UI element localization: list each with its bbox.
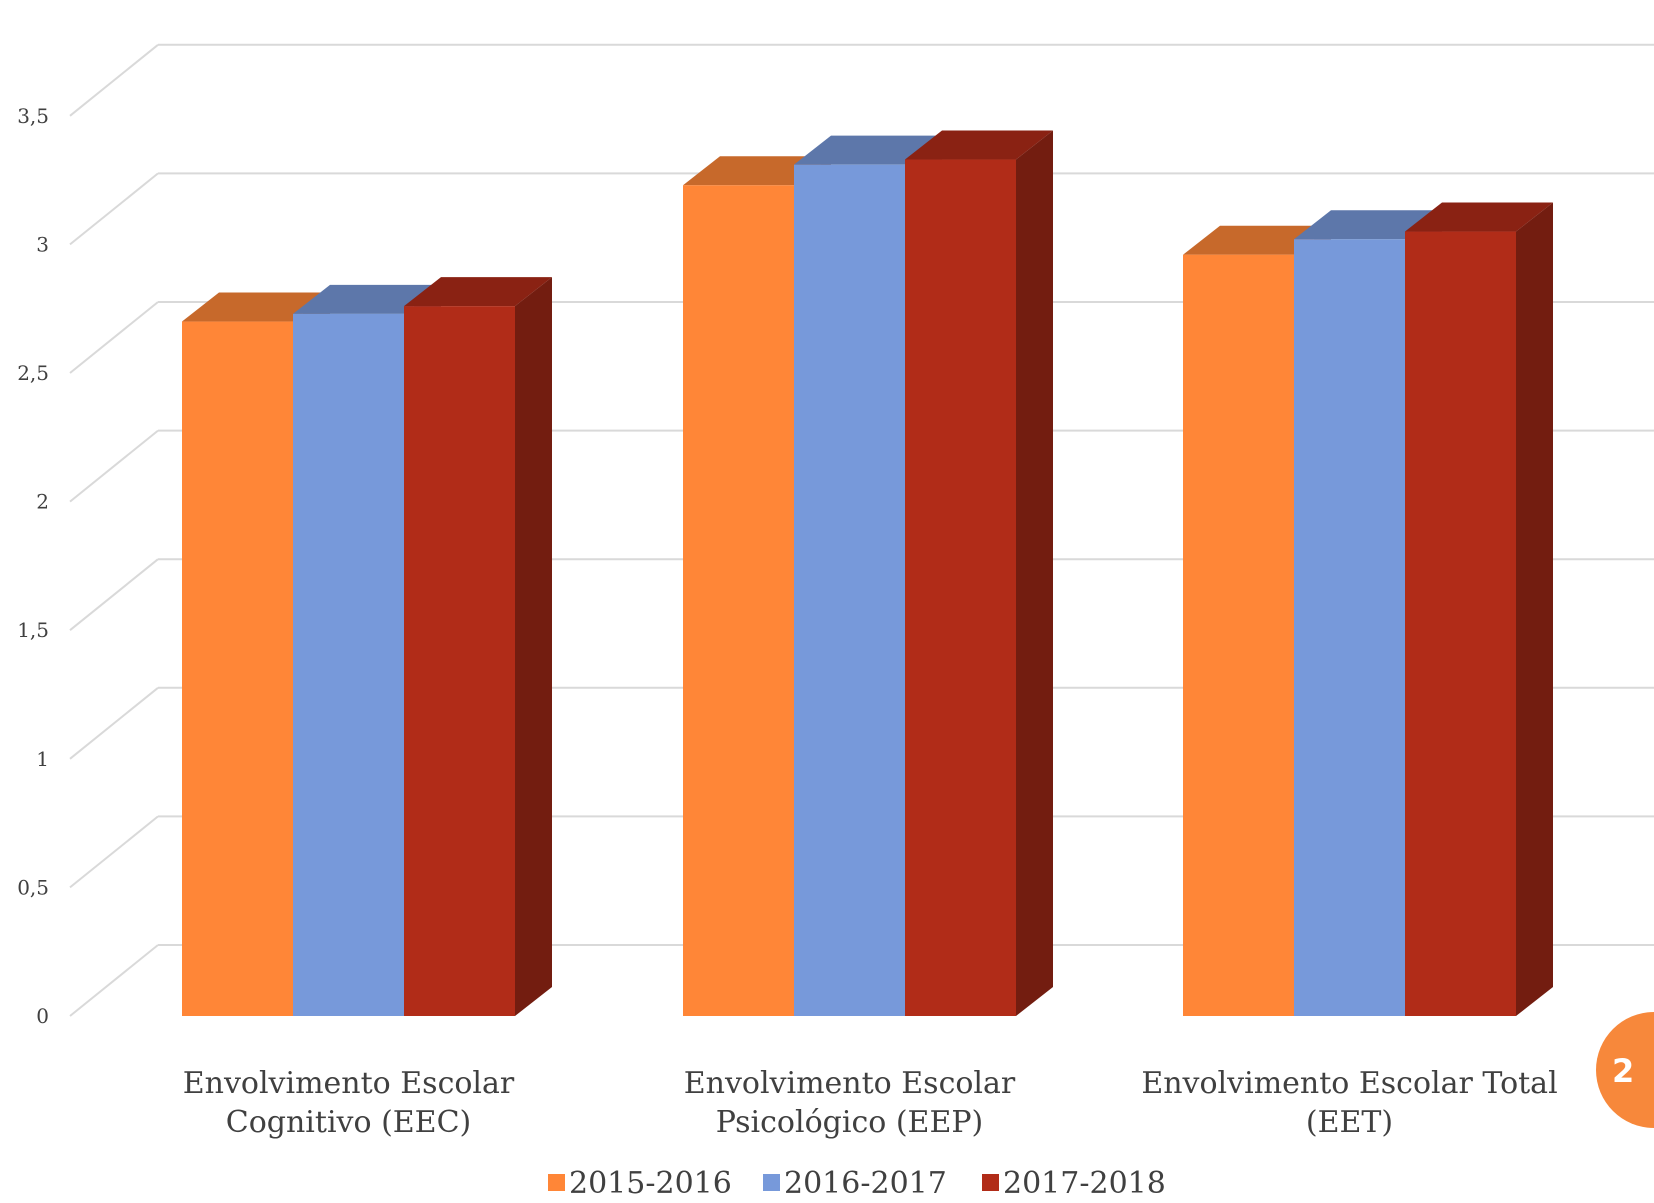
bar [404, 277, 552, 1016]
gridline-diagonal [69, 429, 159, 503]
gridline-diagonal [69, 44, 159, 117]
x-category-label: Envolvimento Escolar Psicológico (EEP) [684, 1066, 1016, 1140]
x-axis-labels: Envolvimento Escolar Cognitivo (EEC)Envol… [183, 1066, 1558, 1140]
bar-front-face [404, 306, 515, 1016]
gridline-diagonal [69, 687, 159, 760]
page-number-badge: 2 [1596, 1012, 1654, 1128]
legend-item: 2017-2018 [982, 1166, 1166, 1201]
bar-side-face [515, 277, 552, 1016]
y-tick-label: 2,5 [17, 361, 49, 385]
x-category-label-line: Envolvimento Escolar [183, 1066, 515, 1101]
bar-front-face [182, 321, 293, 1016]
bar-front-face [1405, 231, 1516, 1017]
bar-front-face [293, 313, 404, 1016]
bar-top-face [404, 277, 552, 307]
y-tick-label: 2 [36, 490, 49, 514]
bar-side-face [1016, 130, 1053, 1017]
legend-item: 2016-2017 [763, 1166, 947, 1201]
bar [905, 130, 1053, 1017]
page-number-circle [1596, 1012, 1654, 1128]
x-category-label-line: Cognitivo (EEC) [226, 1105, 472, 1140]
bar [1405, 202, 1553, 1017]
y-tick-label: 3,5 [17, 104, 49, 128]
y-tick-label: 1 [36, 747, 49, 771]
legend-label: 2017-2018 [1003, 1166, 1166, 1199]
y-tick-label: 0 [36, 1004, 49, 1028]
bar-top-face [794, 135, 942, 165]
legend-item: 2015-2016 [548, 1166, 732, 1201]
x-category-label: Envolvimento Escolar Cognitivo (EEC) [183, 1066, 515, 1140]
bar-top-face [905, 130, 1053, 160]
bar-front-face [683, 185, 794, 1016]
x-category-label-line: Psicológico (EEP) [716, 1105, 983, 1140]
y-tick-label: 3 [36, 232, 49, 256]
gridline-diagonal [69, 172, 159, 246]
x-category-label-line: Envolvimento Escolar [684, 1066, 1016, 1101]
bar-side-face [1516, 202, 1553, 1017]
legend-swatch [548, 1174, 565, 1191]
bar-top-face [1405, 202, 1553, 232]
bar-front-face [1183, 254, 1294, 1017]
bar-front-face [905, 159, 1016, 1017]
legend: 2015-2016 2016-2017 2017-2018 [548, 1166, 1166, 1201]
y-axis-ticks: 0 0,5 1 1,5 2 2,5 3 3,5 [17, 104, 49, 1028]
gridline-diagonal [69, 944, 159, 1017]
legend-label: 2016-2017 [784, 1166, 947, 1199]
bars [182, 130, 1553, 1017]
y-tick-label: 1,5 [17, 618, 49, 642]
x-category-label-line: (EET) [1306, 1105, 1393, 1140]
x-category-label: Envolvimento Escolar Total (EET) [1141, 1066, 1557, 1140]
page-number: 2 [1612, 1052, 1634, 1090]
gridline-diagonal [69, 301, 159, 374]
legend-swatch [982, 1174, 999, 1191]
legend-label: 2015-2016 [569, 1166, 732, 1199]
bar-front-face [794, 164, 905, 1017]
x-category-label-line: Envolvimento Escolar Total [1141, 1066, 1557, 1101]
gridline-diagonal [69, 815, 159, 889]
bar-front-face [1294, 239, 1405, 1017]
gridline-diagonal [69, 558, 159, 631]
legend-swatch [763, 1174, 780, 1191]
y-tick-label: 0,5 [17, 875, 49, 899]
